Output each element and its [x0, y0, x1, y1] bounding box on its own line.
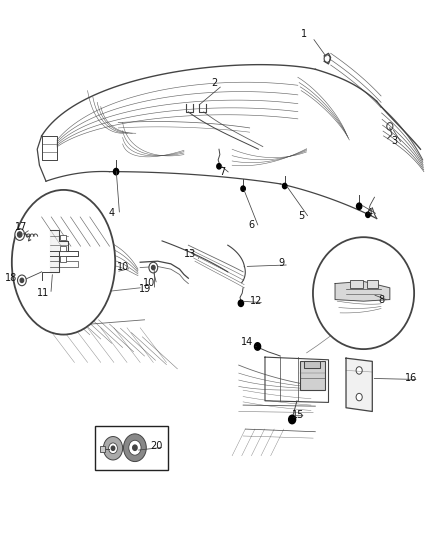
- Circle shape: [357, 203, 362, 209]
- Circle shape: [356, 367, 362, 374]
- Circle shape: [217, 164, 221, 169]
- Circle shape: [366, 212, 370, 217]
- Circle shape: [129, 440, 141, 455]
- Text: 10: 10: [143, 278, 155, 288]
- Circle shape: [20, 278, 24, 282]
- Text: 3: 3: [391, 136, 397, 146]
- Circle shape: [152, 265, 155, 270]
- Text: 6: 6: [248, 221, 254, 230]
- Circle shape: [356, 393, 362, 401]
- Circle shape: [113, 168, 119, 175]
- Bar: [350, 280, 363, 288]
- Bar: [367, 280, 378, 288]
- Bar: [60, 235, 66, 240]
- Circle shape: [241, 186, 245, 191]
- Text: 9: 9: [278, 259, 284, 268]
- Polygon shape: [346, 358, 372, 411]
- Circle shape: [238, 300, 244, 306]
- Bar: [300, 361, 325, 390]
- Polygon shape: [304, 361, 320, 368]
- Text: 18: 18: [5, 273, 18, 282]
- Text: 12: 12: [250, 296, 262, 306]
- Text: 4: 4: [367, 208, 373, 218]
- Text: 11: 11: [37, 288, 49, 297]
- Text: 17: 17: [15, 222, 28, 232]
- Text: 5: 5: [298, 211, 304, 221]
- Polygon shape: [335, 281, 390, 301]
- Bar: [100, 446, 105, 452]
- Circle shape: [18, 232, 22, 237]
- Bar: [60, 256, 66, 262]
- Circle shape: [18, 275, 26, 286]
- Text: 14: 14: [240, 337, 253, 347]
- Circle shape: [283, 183, 287, 189]
- Text: 16: 16: [405, 374, 417, 383]
- Bar: [95, 426, 168, 470]
- Text: 1: 1: [301, 29, 307, 39]
- Circle shape: [15, 229, 25, 240]
- Text: 15: 15: [292, 410, 304, 419]
- Text: 19: 19: [139, 284, 152, 294]
- Text: 4: 4: [109, 208, 115, 218]
- Circle shape: [111, 446, 115, 450]
- Text: 10: 10: [117, 262, 130, 271]
- Circle shape: [254, 343, 261, 350]
- Text: 7: 7: [219, 167, 226, 176]
- Text: 8: 8: [378, 295, 384, 304]
- Circle shape: [124, 434, 146, 462]
- Circle shape: [149, 262, 158, 273]
- Text: 20: 20: [150, 441, 162, 451]
- Circle shape: [133, 445, 137, 450]
- Text: 13: 13: [184, 249, 196, 259]
- Circle shape: [289, 415, 296, 424]
- Ellipse shape: [12, 190, 115, 335]
- Bar: [60, 246, 66, 251]
- Circle shape: [109, 443, 117, 454]
- Text: 2: 2: [212, 78, 218, 87]
- Circle shape: [103, 437, 123, 460]
- Polygon shape: [50, 230, 68, 272]
- Ellipse shape: [313, 237, 414, 349]
